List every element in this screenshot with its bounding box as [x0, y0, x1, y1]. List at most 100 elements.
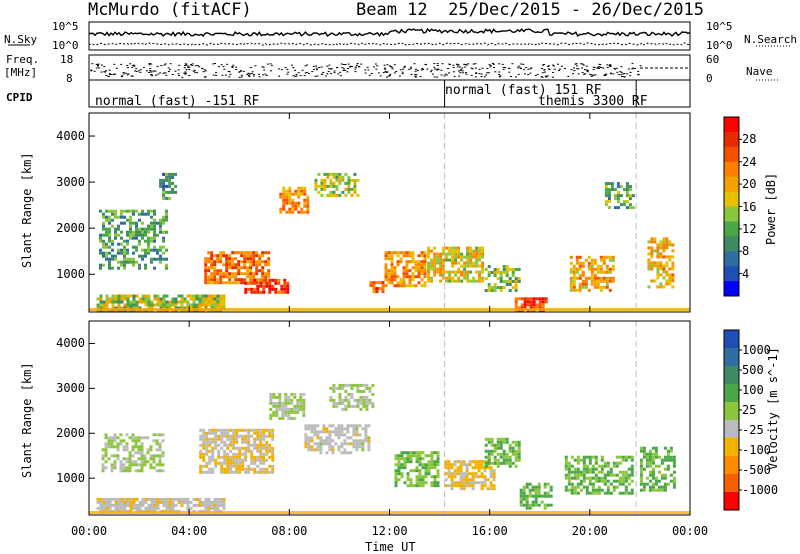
data-cell	[564, 485, 568, 489]
freq-sample-mark	[304, 65, 307, 67]
data-cell	[489, 475, 493, 479]
data-cell	[570, 485, 574, 489]
data-cell	[225, 266, 229, 270]
data-cell	[272, 404, 276, 408]
data-cell	[168, 500, 172, 504]
data-cell	[165, 248, 168, 252]
data-cell	[300, 186, 304, 190]
data-cell	[105, 257, 108, 261]
freq-sample-mark	[621, 76, 623, 77]
data-cell	[162, 503, 166, 507]
data-cell	[168, 184, 172, 188]
data-cell	[631, 194, 635, 198]
data-cell	[222, 500, 226, 504]
data-cell	[96, 297, 100, 301]
data-cell	[256, 287, 260, 291]
freq-sample-mark	[415, 74, 418, 76]
data-cell	[129, 218, 132, 222]
data-cell	[264, 260, 268, 264]
data-cell	[618, 455, 622, 459]
freq-sample-mark	[295, 75, 298, 77]
freq-sample-mark	[251, 71, 254, 73]
data-cell	[234, 257, 238, 261]
freq-sample-mark	[608, 65, 611, 66]
freq-sample-mark	[461, 72, 464, 74]
data-cell	[244, 449, 248, 453]
data-cell	[300, 207, 304, 211]
data-cell	[456, 469, 460, 473]
freq-sample-mark	[410, 73, 413, 75]
data-cell	[159, 181, 163, 185]
data-cell	[177, 497, 181, 501]
data-cell	[350, 187, 354, 191]
data-cell	[657, 455, 661, 459]
data-cell	[371, 392, 375, 396]
data-cell	[210, 251, 214, 255]
data-cell	[508, 289, 512, 292]
data-cell	[430, 460, 434, 464]
data-cell	[231, 257, 235, 261]
nsearch-tick-bottom: 10^0	[706, 39, 733, 52]
data-cell	[159, 248, 162, 252]
data-cell	[261, 260, 265, 264]
data-cell	[579, 458, 583, 462]
data-cell	[132, 260, 135, 264]
data-cell	[581, 285, 585, 289]
data-cell	[355, 430, 359, 434]
data-cell	[397, 457, 401, 461]
data-cell	[569, 282, 573, 286]
data-cell	[591, 476, 595, 480]
data-cell	[384, 275, 388, 279]
data-cell	[499, 443, 503, 447]
data-cell	[525, 506, 529, 510]
data-cell	[591, 455, 595, 459]
x-tick-label: 12:00	[371, 524, 408, 538]
data-cell	[210, 263, 214, 267]
data-cell	[621, 455, 625, 459]
data-cell	[262, 458, 266, 462]
data-cell	[102, 233, 105, 237]
data-cell	[313, 433, 317, 437]
data-cell	[299, 392, 303, 396]
data-cell	[378, 287, 382, 291]
data-cell	[313, 448, 317, 452]
data-cell	[459, 472, 463, 476]
data-cell	[198, 503, 202, 507]
data-cell	[283, 290, 287, 294]
data-cell	[358, 439, 362, 443]
data-cell	[669, 449, 673, 453]
data-cell	[414, 263, 418, 267]
data-cell	[207, 497, 211, 501]
data-cell	[645, 476, 649, 480]
data-cell	[569, 276, 573, 280]
data-cell	[465, 466, 469, 470]
data-cell	[261, 269, 265, 273]
data-cell	[108, 257, 111, 261]
data-cell	[207, 275, 211, 279]
data-cell	[199, 467, 203, 471]
freq-sample-mark	[109, 74, 111, 75]
data-cell	[662, 243, 666, 247]
data-cell	[99, 500, 103, 504]
freq-sample-mark	[436, 65, 439, 66]
data-cell	[502, 286, 506, 289]
data-cell	[107, 439, 111, 443]
data-cell	[427, 246, 431, 250]
freq-sample-mark	[465, 73, 468, 75]
data-cell	[332, 190, 336, 194]
data-cell	[594, 458, 598, 462]
data-cell	[625, 182, 629, 186]
freq-sample-mark	[122, 72, 125, 73]
data-cell	[162, 178, 166, 182]
data-cell	[131, 445, 135, 449]
data-cell	[96, 303, 100, 307]
data-cell	[107, 445, 111, 449]
data-cell	[573, 470, 577, 474]
data-cell	[259, 467, 263, 471]
data-cell	[144, 297, 148, 301]
data-cell	[128, 469, 132, 473]
data-cell	[481, 279, 485, 283]
data-cell	[418, 451, 422, 455]
data-cell	[433, 273, 437, 277]
freq-sample-mark	[417, 69, 419, 71]
